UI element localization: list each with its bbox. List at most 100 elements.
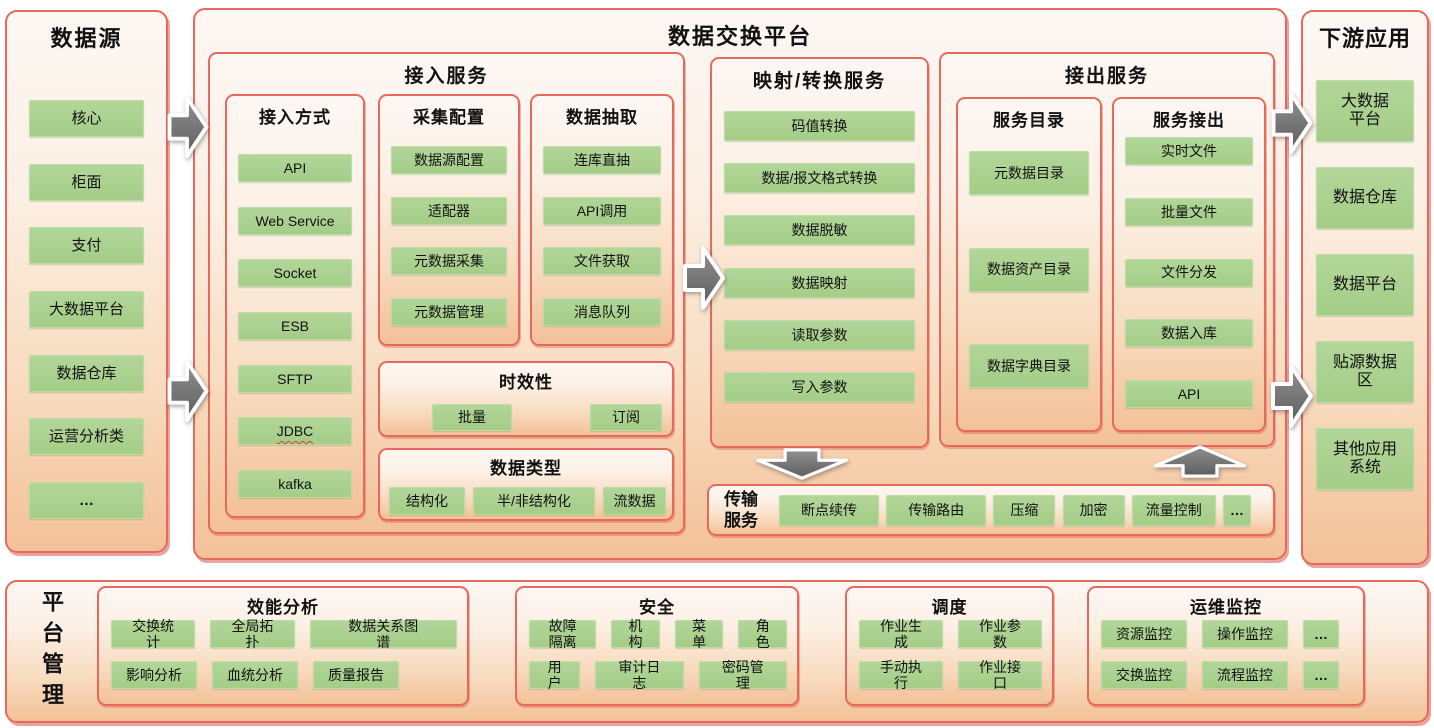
mapping-service-title: 映射/转换服务: [752, 71, 887, 92]
diagram-item: 作业生成: [859, 618, 943, 650]
diagram-item: 数据仓库: [1316, 167, 1414, 229]
service-out-box: 服务接出 实时文件 批量文件 文件分发 数据入库 API: [1112, 97, 1266, 432]
diagram-item: 结构化: [389, 487, 465, 515]
diagram-item: 操作监控: [1202, 620, 1288, 648]
diagram-item: 数据仓库: [29, 354, 144, 392]
diagram-item: 核心: [29, 100, 144, 137]
mapping-service-box: 映射/转换服务 码值转换 数据/报文格式转换 数据脱敏 数据映射 读取参数 写入…: [710, 57, 929, 448]
diagram-item: 质量报告: [313, 661, 399, 689]
diagram-item: 用户: [529, 659, 581, 691]
diagram-item: API: [1125, 380, 1253, 408]
diagram-item: 手动执行: [859, 659, 943, 691]
diagram-item-jdbc: JDBC: [238, 417, 352, 446]
diagram-item: 支付: [29, 227, 144, 265]
diagram-item: 大数据平台: [29, 290, 144, 328]
diagram-item: API: [238, 154, 352, 182]
access-methods-title: 接入方式: [259, 108, 331, 127]
outbound-service-title: 接出服务: [1064, 66, 1149, 87]
diagram-item: 故障隔离: [529, 618, 597, 650]
efficiency-analysis-title: 效能分析: [247, 598, 319, 617]
diagram-item: 实时文件: [1125, 137, 1253, 165]
diagram-item-ellipsis: …: [1303, 620, 1339, 648]
diagram-item: 大数据 平台: [1316, 80, 1414, 142]
diagram-item: 流量控制: [1131, 494, 1216, 526]
diagram-item: Socket: [238, 259, 352, 288]
diagram-item: 连库直抽: [543, 146, 661, 174]
diagram-item: API调用: [543, 196, 661, 225]
diagram-item: 审计日志: [595, 659, 684, 691]
diagram-item: 文件获取: [543, 247, 661, 276]
diagram-item: 数据关系图谱: [309, 618, 457, 650]
diagram-item: 断点续传: [779, 494, 879, 526]
downstream-panel: 下游应用 大数据 平台 数据仓库 数据平台 贴源数据 区 其他应用 系统: [1301, 10, 1429, 565]
diagram-item: 码值转换: [724, 111, 915, 141]
diagram-item: 流数据: [603, 487, 666, 515]
datasource-title: 数据源: [50, 26, 123, 51]
collect-config-title: 采集配置: [413, 108, 485, 127]
diagram-item: 数据映射: [724, 267, 915, 298]
diagram-item: 影响分析: [111, 661, 197, 689]
diagram-item: 元数据目录: [969, 151, 1089, 195]
diagram-item: 数据字典目录: [969, 344, 1089, 388]
diagram-item: 交换监控: [1101, 661, 1187, 689]
data-extract-box: 数据抽取 连库直抽 API调用 文件获取 消息队列: [530, 94, 674, 346]
collect-config-box: 采集配置 数据源配置 适配器 元数据采集 元数据管理: [378, 94, 520, 346]
flow-arrow-up-icon: [1150, 444, 1250, 478]
ops-monitoring-title: 运维监控: [1190, 598, 1262, 617]
downstream-items: 大数据 平台 数据仓库 数据平台 贴源数据 区 其他应用 系统: [1316, 80, 1414, 490]
ops-monitoring-box: 运维监控 资源监控 操作监控 … 交换监控 流程监控 …: [1087, 586, 1365, 706]
diagram-item: 密码管理: [698, 659, 788, 691]
service-catalog-box: 服务目录 元数据目录 数据资产目录 数据字典目录: [956, 97, 1102, 432]
transport-service-box: 传输服务 断点续传 传输路由 压缩 加密 流量控制 …: [707, 484, 1275, 536]
diagram-item: 读取参数: [724, 319, 915, 350]
diagram-item: Web Service: [238, 206, 352, 235]
scheduling-box: 调度 作业生成 作业参数 手动执行 作业接口: [845, 586, 1054, 706]
security-box: 安全 故障隔离 机构 菜单 角色 用户 审计日志 密码管理: [515, 586, 799, 706]
data-extract-title: 数据抽取: [566, 108, 638, 127]
timeliness-title: 时效性: [499, 373, 553, 392]
diagram-item: 流程监控: [1202, 661, 1288, 689]
datasource-panel: 数据源 核心 柜面 支付 大数据平台 数据仓库 运营分析类 …: [5, 10, 168, 553]
datasource-items: 核心 柜面 支付 大数据平台 数据仓库 运营分析类 …: [29, 100, 144, 519]
datatypes-title: 数据类型: [490, 459, 562, 478]
diagram-item: 压缩: [993, 494, 1056, 526]
diagram-item: 传输路由: [886, 494, 987, 526]
diagram-item: 元数据采集: [391, 247, 507, 276]
diagram-item: 数据资产目录: [969, 247, 1089, 292]
outbound-service-box: 接出服务 服务目录 元数据目录 数据资产目录 数据字典目录 服务接出 实时文件 …: [939, 52, 1275, 447]
platform-panel: 数据交换平台 接入服务 接入方式 API Web Service Socket …: [193, 8, 1287, 560]
scheduling-title: 调度: [931, 598, 968, 617]
platform-title: 数据交换平台: [667, 24, 812, 49]
diagram-item: 元数据管理: [391, 297, 507, 326]
diagram-item-ellipsis: …: [29, 481, 144, 519]
diagram-item: 资源监控: [1101, 620, 1187, 648]
diagram-item: 订阅: [590, 404, 662, 431]
diagram-item: 作业参数: [958, 618, 1042, 650]
diagram-item: 柜面: [29, 163, 144, 201]
timeliness-box: 时效性 批量 订阅: [378, 361, 674, 437]
diagram-item: 数据/报文格式转换: [724, 163, 915, 194]
diagram-item: 角色: [738, 618, 787, 650]
management-title: 平台管理: [39, 589, 64, 714]
diagram-item: 机构: [611, 618, 660, 650]
security-title: 安全: [639, 598, 675, 617]
flow-arrow-right-icon: [1270, 358, 1314, 434]
diagram-item: 血统分析: [212, 661, 298, 689]
efficiency-analysis-box: 效能分析 交换统计 全局拓扑 数据关系图谱 影响分析 血统分析 质量报告: [97, 586, 469, 706]
diagram-item: 批量文件: [1125, 197, 1253, 226]
diagram-item: 加密: [1062, 494, 1125, 526]
diagram-item-ellipsis: …: [1222, 494, 1251, 526]
flow-arrow-right-icon: [682, 238, 726, 318]
diagram-item: 数据入库: [1125, 319, 1253, 348]
diagram-item: SFTP: [238, 364, 352, 393]
diagram-item: 适配器: [391, 196, 507, 225]
flow-arrow-right-icon: [166, 92, 210, 162]
diagram-item: 半/非结构化: [473, 487, 595, 515]
flow-arrow-down-icon: [752, 448, 852, 480]
diagram-item: 其他应用 系统: [1316, 428, 1414, 490]
diagram-item: kafka: [238, 469, 352, 498]
diagram-item: 贴源数据 区: [1316, 341, 1414, 403]
diagram-item: 全局拓扑: [210, 618, 295, 650]
datatypes-box: 数据类型 结构化 半/非结构化 流数据: [378, 448, 674, 521]
